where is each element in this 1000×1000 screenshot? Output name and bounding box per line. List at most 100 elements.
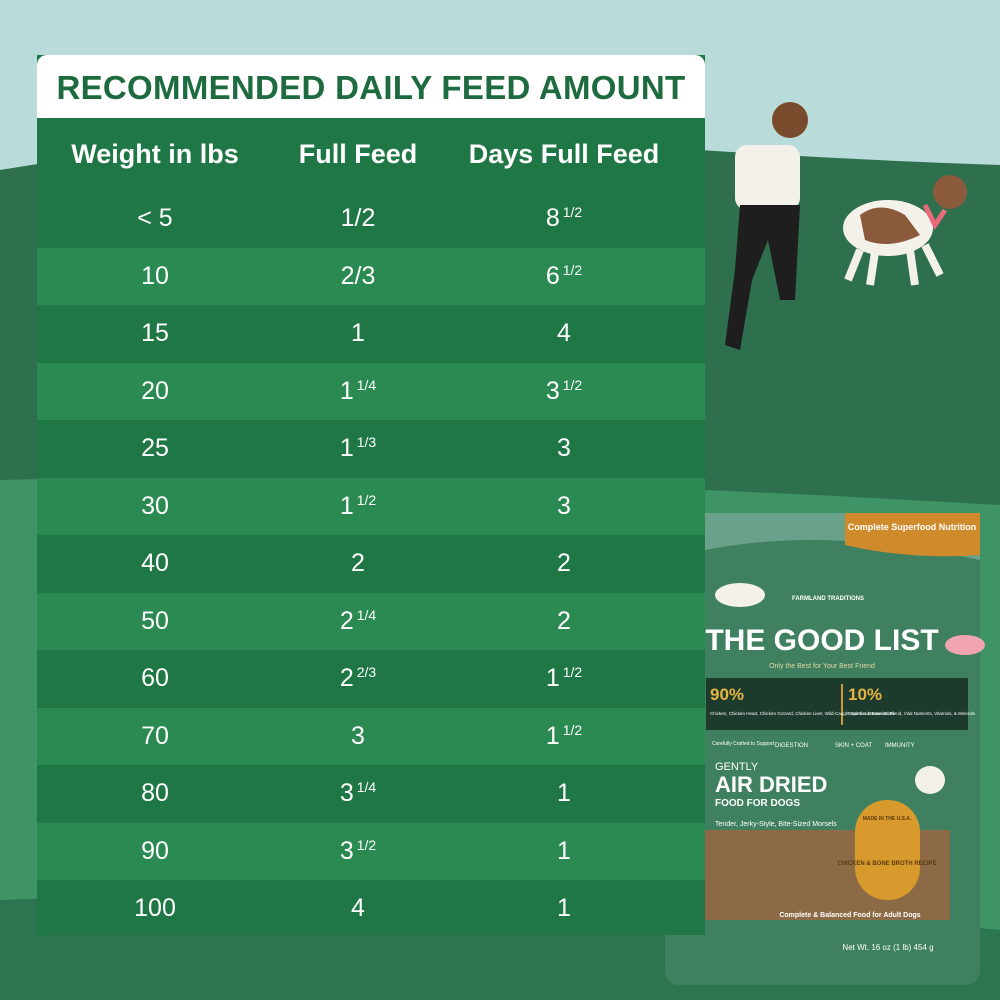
- table-cell: 2: [557, 606, 571, 635]
- table-cell: 4: [351, 894, 365, 923]
- table-cell: 20: [141, 376, 169, 405]
- table-cell: 3: [557, 434, 571, 463]
- cell-whole: 3: [545, 376, 560, 405]
- table-cell: 8 1/2: [443, 204, 685, 233]
- table-cell: 25: [141, 434, 169, 463]
- table-cell: 6 1/2: [443, 262, 685, 291]
- table-cell: 15: [141, 319, 169, 348]
- package-label: Carefully Crafted to Support:: [712, 741, 775, 747]
- table-cell: 2 1/4: [273, 607, 443, 636]
- header-cell: Days Full Feed: [468, 138, 660, 169]
- table-row: < 5 1/2 8 1/2: [37, 190, 705, 248]
- table-row: 70 3 1 1/2: [37, 707, 705, 765]
- cell-whole: 8: [545, 204, 560, 233]
- header-row: Weight in lbs Full Feed Days Full Feed: [37, 118, 705, 190]
- cell-fraction: 1/4: [356, 376, 377, 393]
- cell-fraction: 1/2: [562, 376, 583, 393]
- table-cell: 2 2/3: [273, 664, 443, 693]
- package-label: SKIN + COAT: [835, 743, 872, 749]
- table-row: 20 1 1/4 3 1/2: [37, 362, 705, 420]
- package-label: FARMLAND TRADITIONS: [792, 596, 864, 602]
- package-label: Complete & Balanced Food for Adult Dogs: [779, 912, 920, 919]
- cell-fraction: 2/3: [356, 664, 377, 681]
- table-cell: 3 1/2: [443, 377, 685, 406]
- package-label: THE GOOD LIST: [705, 624, 938, 657]
- table-cell: 1 1/2: [443, 722, 685, 751]
- cell-fraction: 1/4: [356, 779, 377, 796]
- table-cell: 10: [141, 261, 169, 290]
- package-label: Superfood Botanical Blend, Vital Nutrien…: [848, 711, 976, 716]
- illustration: [725, 102, 967, 350]
- cell-fraction: 1/2: [562, 204, 583, 221]
- table-cell: 1: [557, 894, 571, 923]
- table-cell: 3 1/4: [273, 779, 443, 808]
- package-label: 10%: [848, 685, 882, 704]
- cell-fraction: 1/3: [356, 434, 377, 451]
- table-row: 10 2/3 6 1/2: [37, 247, 705, 305]
- cell-whole: 1: [545, 721, 560, 750]
- header-cell: Full Feed: [298, 138, 418, 169]
- table-cell: 1: [557, 836, 571, 865]
- table-cell: 3: [351, 721, 365, 750]
- table-row: 40 2 2: [37, 535, 705, 593]
- cell-whole: 2: [339, 664, 354, 693]
- cell-whole: 2: [339, 606, 354, 635]
- cell-fraction: 1/2: [562, 721, 583, 738]
- cell-whole: 1: [339, 491, 354, 520]
- package-label: Chicken, Chicken Heart, Chicken Gizzard,…: [710, 711, 895, 716]
- package-label: AIR DRIED: [715, 772, 827, 797]
- feed-table: RECOMMENDED DAILY FEED AMOUNT Weight in …: [37, 55, 705, 935]
- cell-whole: 6: [545, 261, 560, 290]
- table-cell: 40: [141, 549, 169, 578]
- cell-whole: 3: [339, 779, 354, 808]
- table-cell: 100: [134, 894, 176, 923]
- table-cell: 1 1/2: [443, 664, 685, 693]
- table-cell: 2/3: [340, 261, 376, 290]
- table-title: RECOMMENDED DAILY FEED AMOUNT: [37, 55, 705, 118]
- table-body: Weight in lbs Full Feed Days Full Feed < 5 1…: [37, 118, 705, 938]
- table-row: 15 1 4: [37, 305, 705, 363]
- table-row: 90 3 1/2 1: [37, 822, 705, 880]
- table-cell: 30: [141, 491, 169, 520]
- package-label: GENTLY: [715, 761, 759, 773]
- table-cell: 1 1/4: [273, 377, 443, 406]
- table-row: 50 2 1/4 2: [37, 592, 705, 650]
- package-label: Complete Superfood Nutrition: [848, 522, 977, 532]
- table-cell: 70: [141, 721, 169, 750]
- table-cell: 1: [557, 779, 571, 808]
- package-label: DIGESTION: [775, 743, 808, 749]
- table-cell: 3 1/2: [273, 837, 443, 866]
- table-cell: 1 1/2: [273, 492, 443, 521]
- table-cell: 3: [557, 491, 571, 520]
- table-cell: 2: [351, 549, 365, 578]
- table-row: 80 3 1/4 1: [37, 765, 705, 823]
- table-cell: < 5: [137, 204, 173, 233]
- package: [665, 513, 985, 985]
- table-cell: 1 1/3: [273, 434, 443, 463]
- package-label: FOOD FOR DOGS: [715, 798, 800, 809]
- cell-whole: 1: [339, 376, 354, 405]
- table-row: 60 2 2/3 1 1/2: [37, 650, 705, 708]
- package-label: IMMUNITY: [885, 743, 915, 749]
- package-label: Tender, Jerky-Style, Bite-Sized Morsels: [715, 821, 837, 828]
- package-label: Only the Best for Your Best Friend: [769, 663, 875, 670]
- cell-whole: 3: [339, 836, 354, 865]
- cell-fraction: 1/2: [562, 261, 583, 278]
- table-row: 25 1 1/3 3: [37, 420, 705, 478]
- table-cell: 2: [557, 549, 571, 578]
- table-cell: 1: [351, 319, 365, 348]
- table-row: 100 4 1: [37, 880, 705, 938]
- table-cell: 60: [141, 664, 169, 693]
- table-cell: 80: [141, 779, 169, 808]
- cell-fraction: 1/2: [356, 491, 377, 508]
- package-label: Net Wt. 16 oz (1 lb) 454 g: [842, 943, 933, 952]
- table-row: 30 1 1/2 3: [37, 477, 705, 535]
- table-cell: 4: [557, 319, 571, 348]
- header-cell: Weight in lbs: [71, 138, 239, 169]
- table-cell: 90: [141, 836, 169, 865]
- cell-whole: 1: [339, 434, 354, 463]
- table-cell: 50: [141, 606, 169, 635]
- package-label: CHICKEN & BONE BROTH RECIPE: [837, 861, 936, 867]
